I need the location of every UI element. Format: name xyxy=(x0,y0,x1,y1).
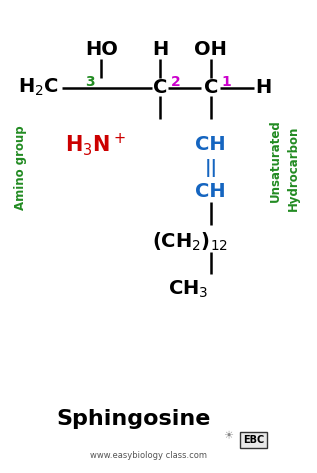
Text: H: H xyxy=(255,78,271,97)
Text: CH: CH xyxy=(196,182,226,201)
Text: Unsaturated: Unsaturated xyxy=(269,120,282,202)
Text: Sphingosine: Sphingosine xyxy=(56,409,210,429)
Text: HO: HO xyxy=(85,40,118,59)
Text: 1: 1 xyxy=(222,75,231,89)
Text: 2: 2 xyxy=(171,75,181,89)
Text: H: H xyxy=(152,40,168,59)
Text: Amino group: Amino group xyxy=(14,126,27,210)
Text: OH: OH xyxy=(194,40,227,59)
Text: H$_3$N$^+$: H$_3$N$^+$ xyxy=(65,131,126,158)
Text: C: C xyxy=(153,78,167,97)
Text: Hydrocarbon: Hydrocarbon xyxy=(287,125,300,210)
Text: ☀: ☀ xyxy=(223,431,233,441)
Text: CH: CH xyxy=(196,135,226,154)
Text: ||: || xyxy=(204,159,217,177)
Text: (CH$_2$)$_{12}$: (CH$_2$)$_{12}$ xyxy=(152,231,228,254)
Text: CH$_3$: CH$_3$ xyxy=(168,279,209,300)
Text: 3: 3 xyxy=(86,75,95,89)
Text: EBC: EBC xyxy=(243,435,264,445)
Text: www.easybiology class.com: www.easybiology class.com xyxy=(90,450,208,460)
Text: H$_2$C: H$_2$C xyxy=(18,77,58,98)
Text: C: C xyxy=(204,78,218,97)
